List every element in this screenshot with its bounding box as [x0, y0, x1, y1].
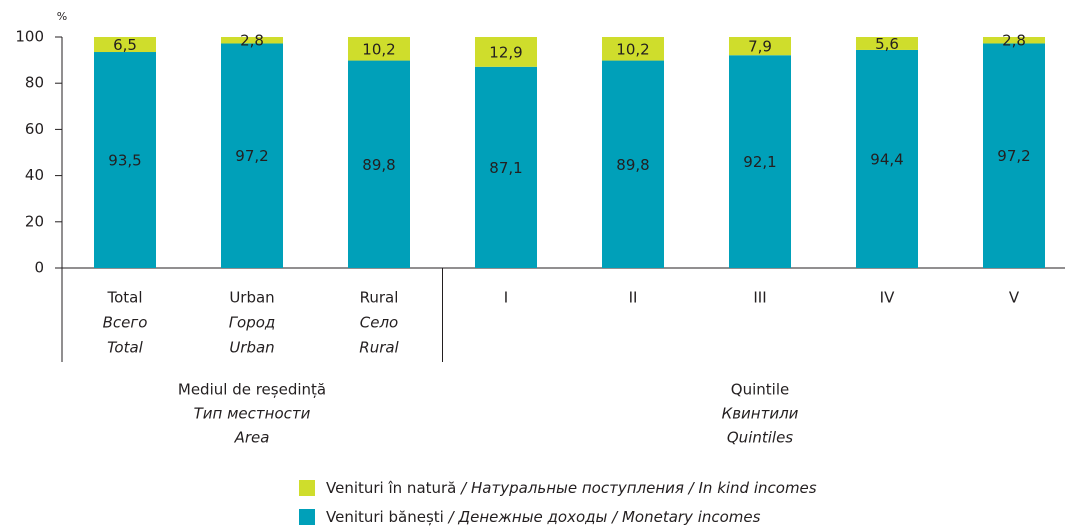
value-label: 89,8	[362, 156, 395, 174]
x-tick-label: Село	[360, 314, 398, 332]
bar-segment	[94, 37, 156, 53]
value-label: 10,2	[362, 40, 395, 58]
bar-segment	[348, 60, 410, 269]
bar-segment	[983, 43, 1045, 268]
value-label: 89,8	[616, 156, 649, 174]
bar-segment	[475, 66, 537, 268]
y-tick-label: 100	[15, 28, 44, 46]
group-label: Quintile	[731, 381, 789, 399]
legend-swatch	[299, 509, 315, 525]
value-label: 97,2	[997, 147, 1030, 165]
x-tick-label: I	[504, 289, 508, 307]
value-label: 12,9	[489, 43, 522, 61]
bar-segment	[856, 37, 918, 50]
y-tick-label: 40	[25, 166, 44, 184]
x-tick-label: Total	[106, 289, 142, 307]
bar-segment	[729, 37, 791, 56]
y-tick-label: 60	[25, 120, 44, 138]
x-tick-label: II	[629, 289, 638, 307]
value-label: 97,2	[235, 147, 268, 165]
value-label: 87,1	[489, 159, 522, 177]
value-label: 10,2	[616, 40, 649, 58]
group-label: Тип местности	[194, 405, 311, 423]
legend-swatch	[299, 480, 315, 496]
value-label: 93,5	[108, 152, 141, 170]
value-label: 2,8	[1002, 32, 1026, 50]
value-label: 5,6	[875, 35, 899, 53]
x-tick-label: III	[753, 289, 766, 307]
group-label: Квинтили	[722, 405, 799, 423]
x-tick-label: Total	[107, 339, 144, 357]
bar-segment	[94, 52, 156, 268]
x-tick-label: Urban	[229, 339, 274, 357]
x-tick-label: Rural	[360, 289, 399, 307]
bar-segment	[983, 37, 1045, 44]
y-tick-label: 0	[34, 259, 44, 277]
x-tick-label: Всего	[103, 314, 148, 332]
bar-segment	[221, 43, 283, 268]
bar-segment	[475, 37, 537, 67]
group-label: Area	[234, 429, 270, 447]
bar-segment	[729, 55, 791, 269]
value-label: 2,8	[240, 32, 264, 50]
y-tick-label: 80	[25, 74, 44, 92]
value-label: 94,4	[870, 150, 903, 168]
x-tick-label: Urban	[229, 289, 274, 307]
y-unit: %	[57, 10, 67, 23]
legend-label: Venituri bănești / Денежные доходы / Mon…	[326, 508, 761, 526]
x-tick-label: IV	[880, 289, 895, 307]
bar-segment	[348, 37, 410, 61]
value-label: 7,9	[748, 38, 772, 56]
bar-segment	[856, 49, 918, 268]
x-tick-label: Rural	[359, 339, 399, 357]
legend-label: Venituri în natură / Натуральные поступл…	[326, 479, 817, 497]
x-tick-label: Город	[229, 314, 276, 332]
x-tick-label: V	[1009, 289, 1020, 307]
bar-segment	[221, 37, 283, 44]
y-tick-label: 20	[25, 212, 44, 230]
group-label: Mediul de reședință	[178, 381, 326, 399]
group-label: Quintiles	[727, 429, 793, 447]
value-label: 92,1	[743, 153, 776, 171]
bar-segment	[602, 37, 664, 61]
value-label: 6,5	[113, 36, 137, 54]
bar-segment	[602, 60, 664, 269]
